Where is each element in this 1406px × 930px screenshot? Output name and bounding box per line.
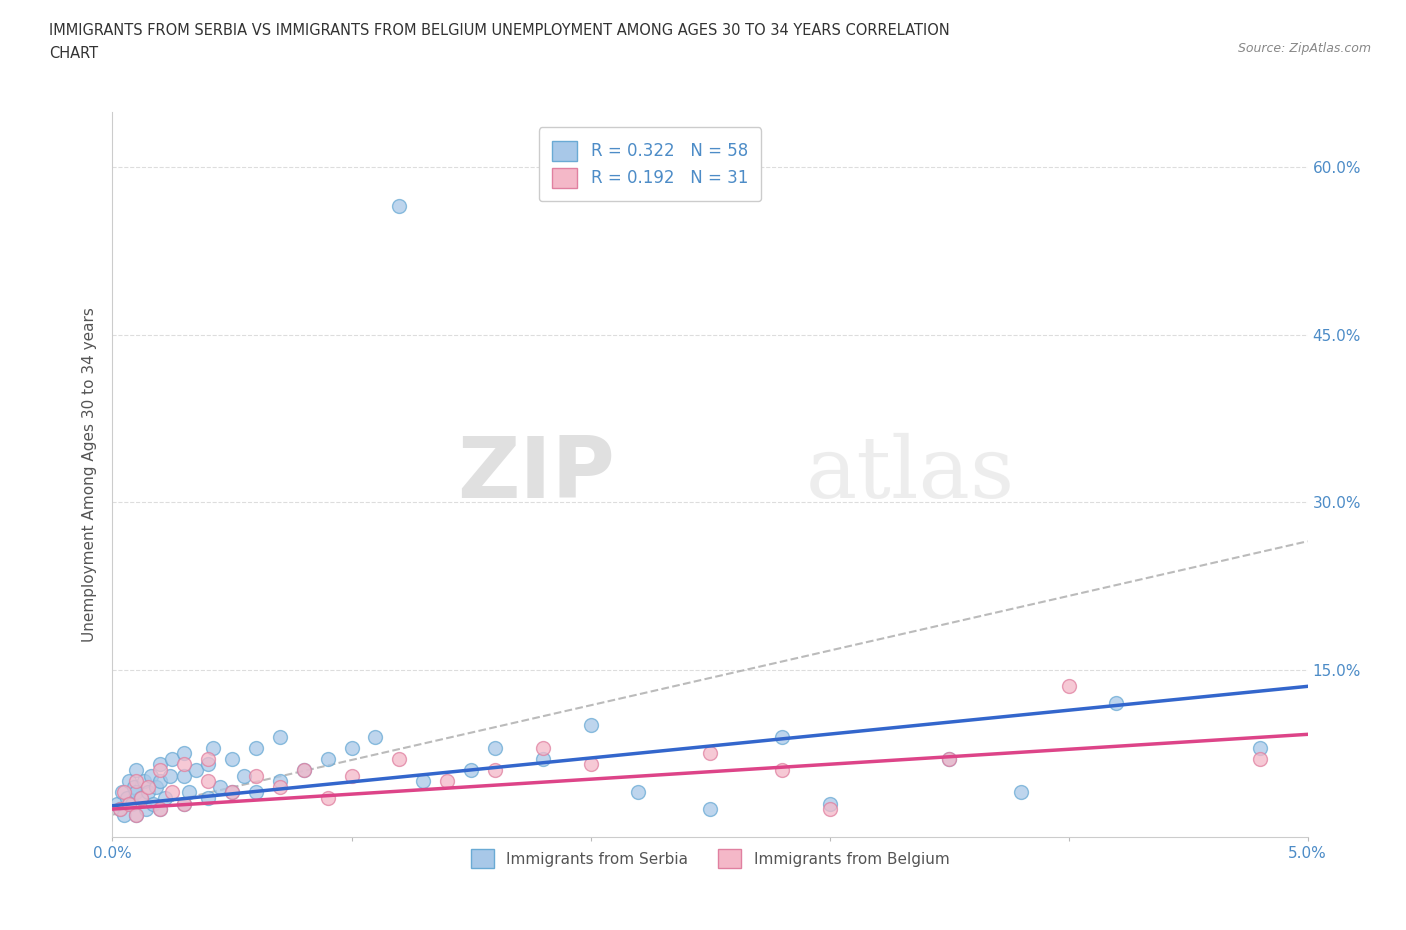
- Point: [173, 746, 195, 761]
- Point: [173, 757, 195, 772]
- Point: [177, 785, 200, 800]
- Point: [118, 796, 141, 811]
- Point: [269, 779, 291, 794]
- Point: [173, 796, 195, 811]
- Point: [139, 768, 162, 783]
- Point: [149, 757, 172, 772]
- Point: [201, 740, 224, 755]
- Point: [233, 768, 256, 783]
- Point: [115, 790, 138, 805]
- Point: [531, 751, 554, 766]
- Point: [292, 763, 315, 777]
- Point: [269, 729, 291, 744]
- Point: [699, 746, 721, 761]
- Point: [579, 757, 602, 772]
- Point: [186, 763, 208, 777]
- Point: [138, 779, 160, 794]
- Point: [129, 790, 152, 805]
- Point: [162, 751, 183, 766]
- Point: [531, 740, 554, 755]
- Point: [484, 740, 506, 755]
- Point: [149, 774, 172, 789]
- Point: [245, 740, 267, 755]
- Point: [1249, 751, 1271, 766]
- Point: [108, 802, 131, 817]
- Point: [125, 807, 148, 822]
- Point: [1057, 679, 1080, 694]
- Point: [135, 802, 157, 817]
- Point: [245, 785, 267, 800]
- Point: [125, 785, 148, 800]
- Point: [818, 802, 841, 817]
- Point: [197, 790, 219, 805]
- Text: ZIP: ZIP: [457, 432, 614, 516]
- Point: [938, 751, 960, 766]
- Point: [122, 779, 145, 794]
- Point: [269, 774, 291, 789]
- Text: Source: ZipAtlas.com: Source: ZipAtlas.com: [1237, 42, 1371, 55]
- Point: [627, 785, 650, 800]
- Point: [197, 774, 219, 789]
- Point: [125, 763, 148, 777]
- Point: [138, 785, 160, 800]
- Point: [221, 785, 243, 800]
- Point: [173, 796, 195, 811]
- Text: IMMIGRANTS FROM SERBIA VS IMMIGRANTS FROM BELGIUM UNEMPLOYMENT AMONG AGES 30 TO : IMMIGRANTS FROM SERBIA VS IMMIGRANTS FRO…: [49, 23, 950, 38]
- Point: [388, 199, 411, 214]
- Point: [316, 790, 339, 805]
- Point: [484, 763, 506, 777]
- Point: [173, 768, 195, 783]
- Point: [145, 779, 167, 794]
- Point: [149, 763, 172, 777]
- Point: [1010, 785, 1032, 800]
- Text: atlas: atlas: [806, 432, 1015, 516]
- Point: [579, 718, 602, 733]
- Point: [162, 785, 183, 800]
- Point: [1105, 696, 1128, 711]
- Point: [105, 796, 128, 811]
- Point: [209, 779, 232, 794]
- Point: [118, 774, 141, 789]
- Point: [316, 751, 339, 766]
- Point: [364, 729, 387, 744]
- Point: [221, 751, 243, 766]
- Point: [388, 751, 411, 766]
- Point: [132, 774, 155, 789]
- Point: [938, 751, 960, 766]
- Point: [770, 729, 793, 744]
- Point: [153, 790, 176, 805]
- Point: [114, 785, 135, 800]
- Point: [125, 774, 148, 789]
- Point: [142, 796, 165, 811]
- Point: [699, 802, 721, 817]
- Point: [197, 757, 219, 772]
- Point: [159, 768, 181, 783]
- Point: [340, 740, 363, 755]
- Point: [245, 768, 267, 783]
- Point: [292, 763, 315, 777]
- Point: [149, 802, 172, 817]
- Point: [111, 785, 134, 800]
- Legend: Immigrants from Serbia, Immigrants from Belgium: Immigrants from Serbia, Immigrants from …: [458, 837, 962, 880]
- Point: [460, 763, 482, 777]
- Point: [129, 790, 152, 805]
- Point: [114, 807, 135, 822]
- Y-axis label: Unemployment Among Ages 30 to 34 years: Unemployment Among Ages 30 to 34 years: [82, 307, 97, 642]
- Point: [436, 774, 458, 789]
- Point: [770, 763, 793, 777]
- Point: [121, 796, 143, 811]
- Point: [340, 768, 363, 783]
- Point: [108, 802, 131, 817]
- Point: [149, 802, 172, 817]
- Point: [221, 785, 243, 800]
- Text: CHART: CHART: [49, 46, 98, 61]
- Point: [197, 751, 219, 766]
- Point: [412, 774, 434, 789]
- Point: [1249, 740, 1271, 755]
- Point: [818, 796, 841, 811]
- Point: [125, 807, 148, 822]
